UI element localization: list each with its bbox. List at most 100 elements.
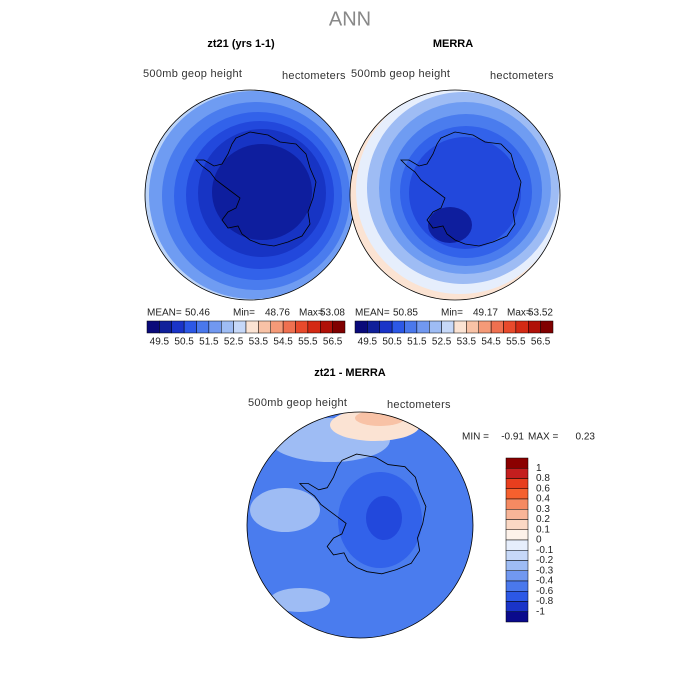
stat-value: 0.23 [576, 432, 596, 443]
stat-value: 50.85 [393, 308, 418, 319]
panel-title: zt21 - MERRA [314, 367, 386, 379]
stat-label: Max= [299, 308, 324, 319]
stat-value: 53.52 [528, 308, 553, 319]
colorbar-box [332, 320, 346, 334]
colorbar-box [505, 529, 529, 541]
colorbar-box [258, 320, 271, 334]
colorbar-label: 52.5 [224, 337, 244, 348]
map [247, 412, 473, 638]
colorbar-box [505, 539, 529, 551]
colorbar-box [505, 478, 529, 489]
panel-title: MERRA [433, 38, 473, 50]
colorbar-box [505, 560, 529, 571]
colorbar-box [233, 320, 247, 334]
colorbar-box [196, 320, 210, 334]
colorbar-box [505, 580, 529, 592]
colorbar-label: -0.2 [536, 555, 554, 566]
colorbar-label: 50.5 [382, 337, 402, 348]
colorbar-box [404, 320, 418, 334]
colorbar-label: -0.4 [536, 576, 554, 587]
colorbar-label: 53.5 [457, 337, 477, 348]
colorbar-label: 0.2 [536, 514, 550, 525]
colorbar-box [505, 611, 529, 623]
units-label: hectometers [387, 399, 451, 411]
colorbar-label: -0.8 [536, 596, 554, 607]
panel-title: zt21 (yrs 1-1) [207, 38, 275, 50]
colorbar-box [320, 320, 333, 334]
colorbar-label: 1 [536, 463, 542, 474]
colorbar-box [505, 457, 529, 469]
colorbar-box [505, 601, 529, 612]
colorbar-box [505, 591, 529, 602]
stat-value: 49.17 [473, 308, 498, 319]
stat-label: Min= [441, 308, 463, 319]
variable-label: 500mb geop height [248, 397, 347, 409]
colorbar-label: 51.5 [407, 337, 427, 348]
colorbar-box [490, 320, 504, 334]
map [350, 90, 560, 300]
colorbar-box [505, 488, 529, 500]
colorbar-box [429, 320, 442, 334]
colorbar-box [171, 320, 185, 334]
colorbar-label: 0.8 [536, 473, 550, 484]
colorbar-box [391, 320, 405, 334]
colorbar-box [505, 498, 529, 510]
colorbar-label: 54.5 [481, 337, 501, 348]
colorbar-box [282, 320, 296, 334]
colorbar-label: -0.3 [536, 565, 554, 576]
colorbar-label: 0.3 [536, 504, 550, 515]
stat-label: MEAN= [355, 308, 390, 319]
colorbar-box [183, 320, 197, 334]
units-label: hectometers [282, 70, 346, 82]
stat-value: 50.46 [185, 308, 210, 319]
stat-label: Max= [507, 308, 532, 319]
colorbar-box [505, 468, 529, 479]
colorbar-label: 0 [536, 535, 542, 546]
colorbar-box [505, 509, 529, 520]
colorbar-label: 55.5 [298, 337, 318, 348]
colorbar-label: 49.5 [358, 337, 378, 348]
stat-label: Min= [233, 308, 255, 319]
colorbar-box [146, 320, 160, 334]
colorbar-label: 49.5 [150, 337, 170, 348]
colorbar-box [159, 320, 172, 334]
colorbar-label: 0.6 [536, 483, 550, 494]
colorbar-box [466, 320, 479, 334]
colorbar-box [245, 320, 259, 334]
colorbar-box [416, 320, 430, 334]
colorbar-box [505, 519, 529, 530]
colorbar-box [221, 320, 234, 334]
colorbar-box [379, 320, 393, 334]
colorbar-label: -0.6 [536, 586, 554, 597]
stat-label: MAX = [528, 432, 558, 443]
colorbar-box [505, 550, 529, 561]
colorbar-box [540, 320, 554, 334]
colorbar-box [354, 320, 368, 334]
variable-label: 500mb geop height [143, 68, 242, 80]
colorbar-label: 53.5 [249, 337, 269, 348]
map [145, 90, 355, 300]
stat-label: MIN = [462, 432, 489, 443]
colorbar-box [208, 320, 222, 334]
colorbar-label: 51.5 [199, 337, 219, 348]
colorbar-label: 52.5 [432, 337, 452, 348]
stat-label: MEAN= [147, 308, 182, 319]
colorbar-box [270, 320, 284, 334]
stat-value: -0.91 [501, 432, 524, 443]
stat-value: 48.76 [265, 308, 290, 319]
colorbar-label: 55.5 [506, 337, 526, 348]
colorbar-label: 56.5 [323, 337, 343, 348]
colorbar-label: 0.4 [536, 494, 550, 505]
colorbar-box [528, 320, 541, 334]
colorbar-box [441, 320, 455, 334]
colorbar-label: -1 [536, 606, 545, 617]
colorbar-label: 54.5 [273, 337, 293, 348]
variable-label: 500mb geop height [351, 68, 450, 80]
colorbar-box [515, 320, 529, 334]
stat-value: 53.08 [320, 308, 345, 319]
colorbar-box [453, 320, 467, 334]
colorbar-label: 0.1 [536, 524, 550, 535]
colorbar-box [367, 320, 380, 334]
